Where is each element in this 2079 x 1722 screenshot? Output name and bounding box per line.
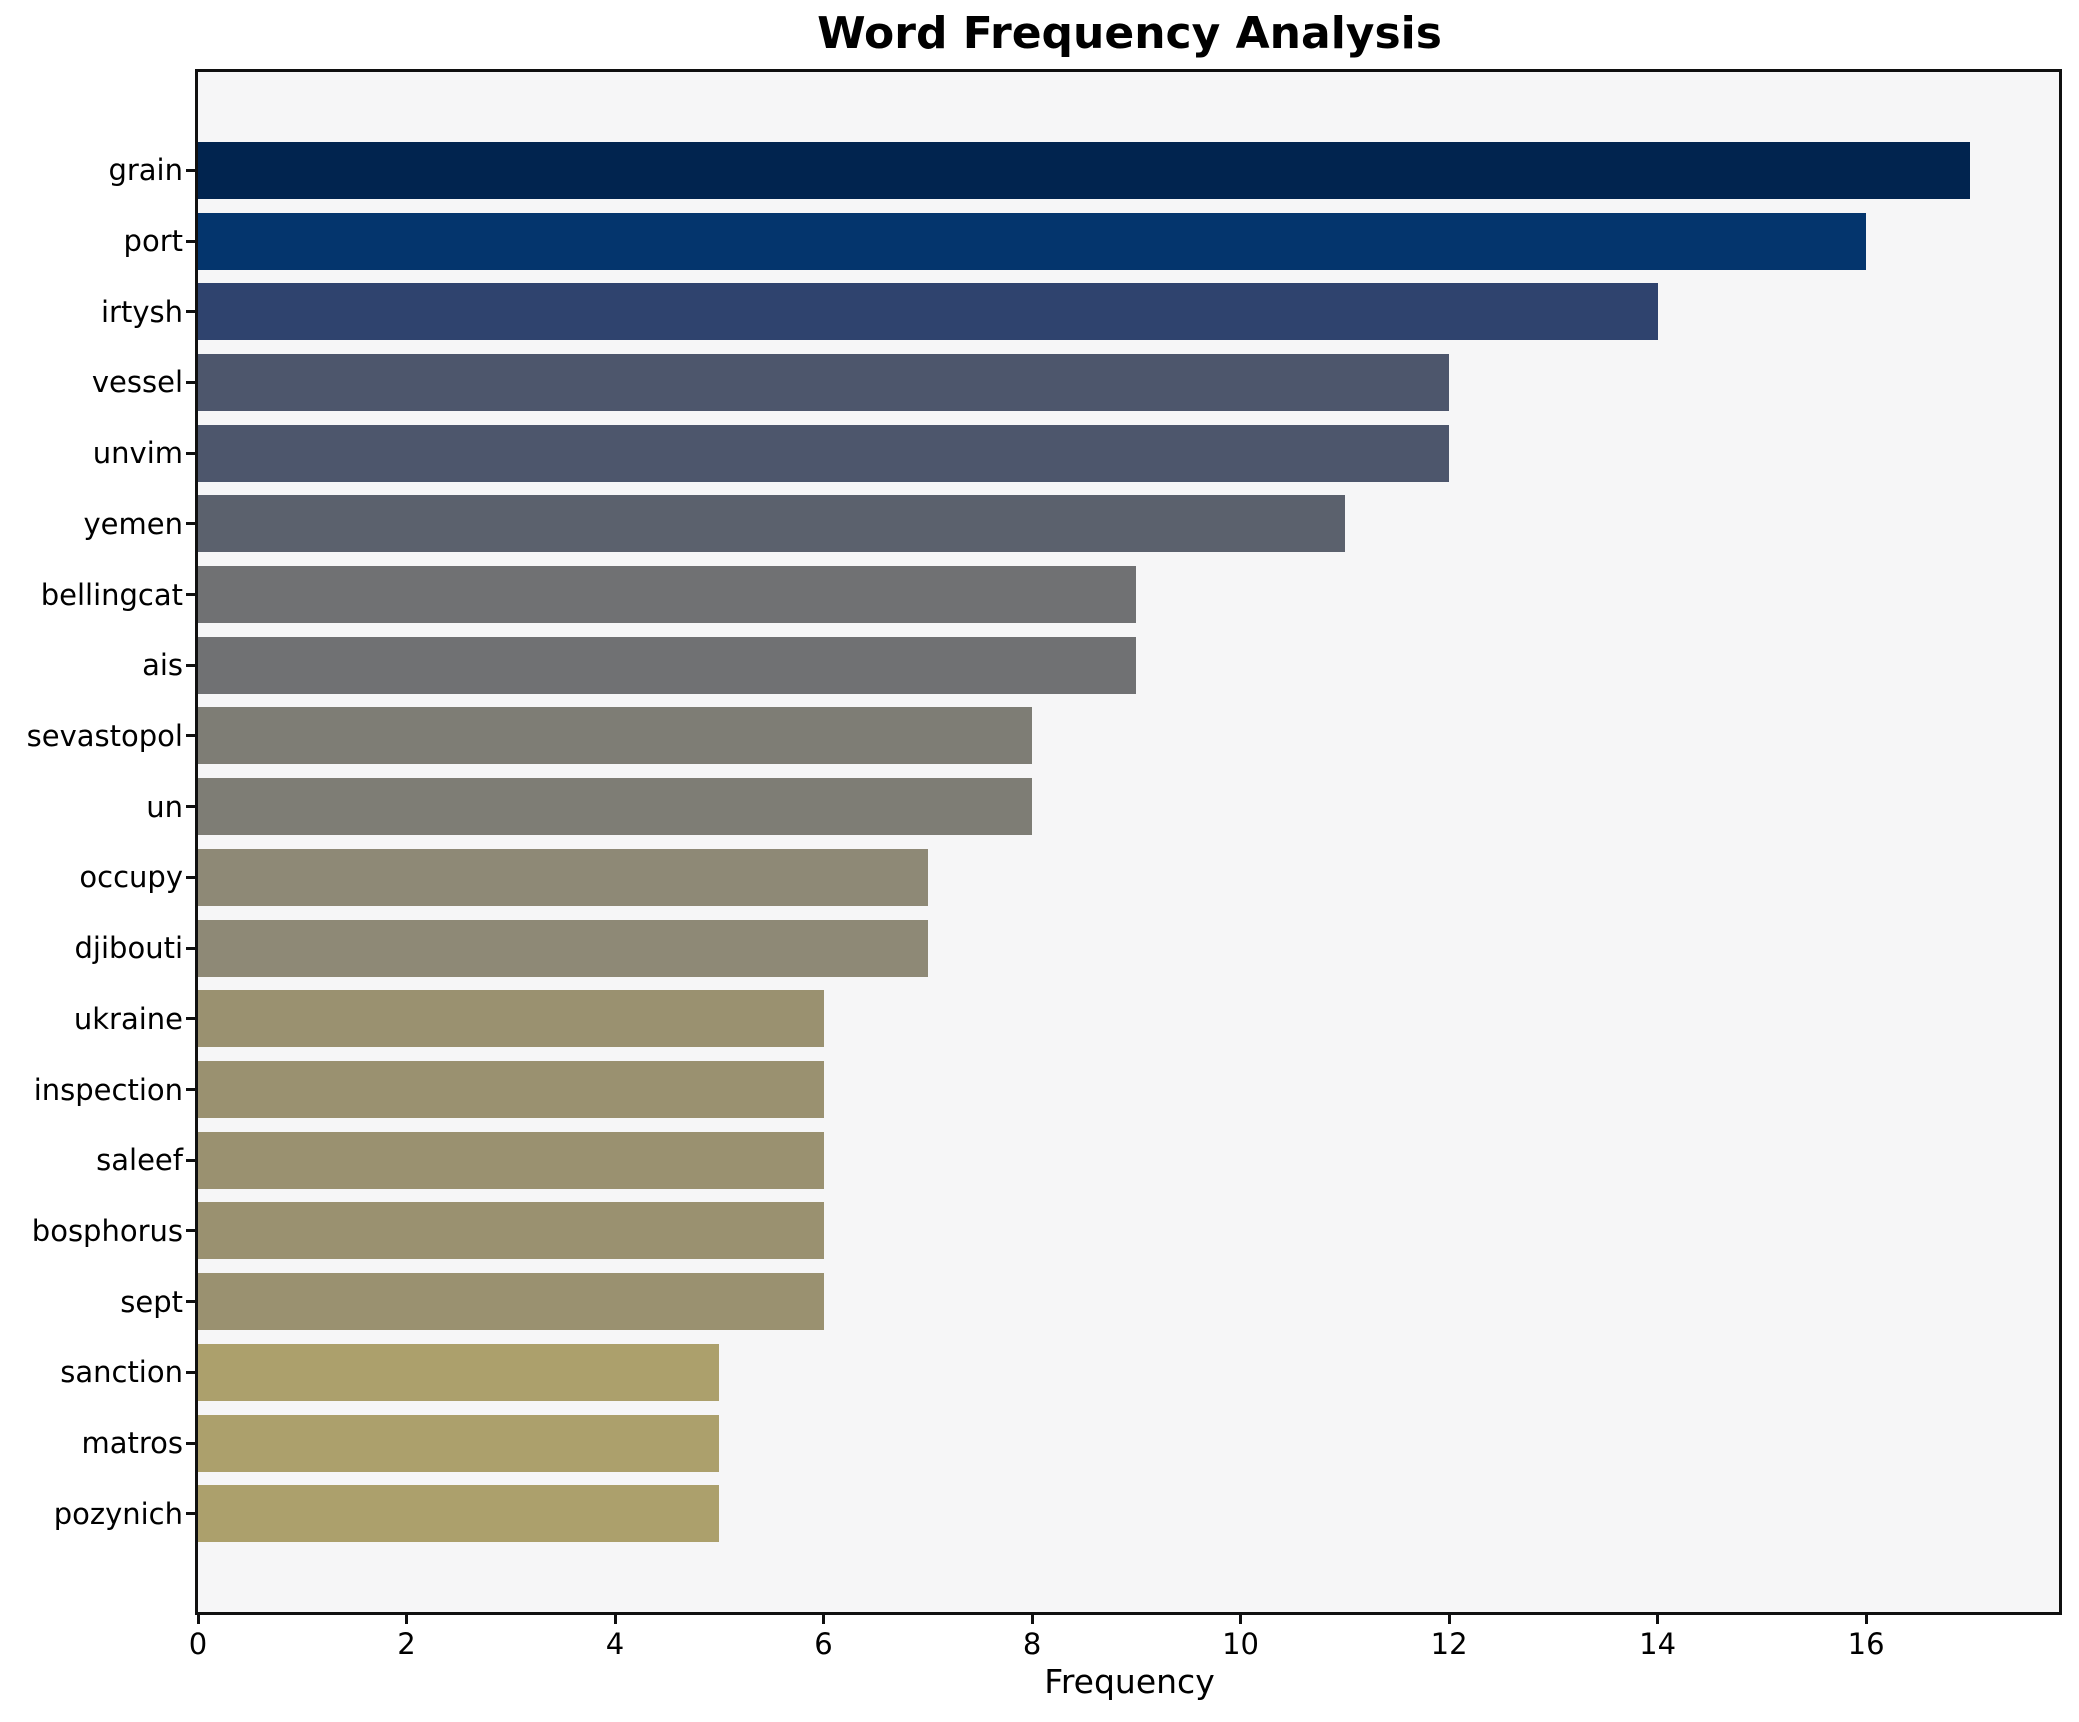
ytick-mark bbox=[186, 451, 195, 455]
bar-yemen bbox=[198, 495, 1345, 553]
bar-inspection bbox=[198, 1061, 824, 1119]
ytick-label-sept: sept bbox=[120, 1284, 183, 1319]
bar-djibouti bbox=[198, 919, 928, 977]
chart-title: Word Frequency Analysis bbox=[817, 8, 1442, 59]
xtick-label-8: 8 bbox=[1022, 1627, 1042, 1661]
ytick-mark bbox=[186, 1017, 195, 1021]
bar-sept bbox=[198, 1273, 824, 1331]
ytick-label-grain: grain bbox=[108, 153, 183, 188]
ytick-label-bosphorus: bosphorus bbox=[31, 1213, 183, 1248]
xtick-label-16: 16 bbox=[1847, 1627, 1885, 1661]
ytick-mark bbox=[186, 805, 195, 809]
xtick-mark bbox=[1447, 1615, 1451, 1624]
bar-un bbox=[198, 778, 1033, 836]
ytick-mark bbox=[186, 1370, 195, 1374]
bar-pozynich bbox=[198, 1485, 720, 1543]
bar-bellingcat bbox=[198, 566, 1137, 624]
ytick-mark bbox=[186, 522, 195, 526]
ytick-label-unvim: unvim bbox=[92, 436, 183, 471]
bar-vessel bbox=[198, 353, 1450, 411]
xtick-mark bbox=[822, 1615, 826, 1624]
xtick-label-6: 6 bbox=[814, 1627, 833, 1661]
ytick-mark bbox=[186, 1512, 195, 1516]
xtick-mark bbox=[1030, 1615, 1034, 1624]
ytick-label-saleef: saleef bbox=[96, 1143, 183, 1178]
x-axis-title: Frequency bbox=[1044, 1662, 1215, 1701]
bar-sanction bbox=[198, 1343, 720, 1401]
ytick-label-djibouti: djibouti bbox=[74, 931, 183, 966]
ytick-label-yemen: yemen bbox=[83, 506, 183, 541]
ytick-mark bbox=[186, 1088, 195, 1092]
bar-occupy bbox=[198, 848, 928, 906]
bar-matros bbox=[198, 1414, 720, 1472]
ytick-mark bbox=[186, 310, 195, 314]
bar-port bbox=[198, 212, 1867, 270]
xtick-mark bbox=[196, 1615, 200, 1624]
bar-irtysh bbox=[198, 283, 1658, 341]
ytick-label-un: un bbox=[146, 789, 183, 824]
ytick-label-ais: ais bbox=[142, 648, 183, 683]
plot-area bbox=[195, 69, 2062, 1615]
xtick-mark bbox=[405, 1615, 408, 1624]
ytick-label-bellingcat: bellingcat bbox=[40, 577, 183, 612]
ytick-mark bbox=[186, 663, 195, 667]
xtick-label-0: 0 bbox=[188, 1627, 208, 1661]
bar-ukraine bbox=[198, 990, 824, 1048]
ytick-mark bbox=[186, 239, 195, 243]
ytick-mark bbox=[186, 1158, 195, 1162]
ytick-label-ukraine: ukraine bbox=[73, 1001, 183, 1036]
xtick-mark bbox=[1239, 1615, 1243, 1624]
xtick-label-14: 14 bbox=[1639, 1627, 1677, 1661]
bar-bosphorus bbox=[198, 1202, 824, 1260]
ytick-mark bbox=[186, 593, 195, 597]
ytick-mark bbox=[186, 1229, 195, 1233]
xtick-label-2: 2 bbox=[397, 1627, 416, 1661]
ytick-mark bbox=[186, 875, 195, 879]
ytick-mark bbox=[186, 380, 195, 384]
ytick-label-occupy: occupy bbox=[79, 860, 183, 895]
ytick-mark bbox=[186, 168, 195, 172]
bar-grain bbox=[198, 141, 1971, 199]
ytick-label-vessel: vessel bbox=[91, 365, 183, 400]
ytick-label-irtysh: irtysh bbox=[100, 294, 183, 329]
ytick-mark bbox=[186, 1300, 195, 1304]
xtick-mark bbox=[1864, 1615, 1868, 1624]
xtick-label-12: 12 bbox=[1430, 1627, 1468, 1661]
bar-sevastopol bbox=[198, 707, 1033, 765]
ytick-mark bbox=[186, 946, 195, 950]
xtick-label-4: 4 bbox=[605, 1627, 625, 1661]
xtick-mark bbox=[1656, 1615, 1660, 1624]
bar-ais bbox=[198, 636, 1137, 694]
ytick-label-inspection: inspection bbox=[33, 1072, 183, 1107]
bar-unvim bbox=[198, 424, 1450, 482]
ytick-label-matros: matros bbox=[81, 1426, 183, 1461]
ytick-mark bbox=[186, 1441, 195, 1445]
ytick-mark bbox=[186, 734, 195, 738]
ytick-label-sanction: sanction bbox=[60, 1355, 183, 1390]
bar-saleef bbox=[198, 1131, 824, 1189]
ytick-label-sevastopol: sevastopol bbox=[26, 718, 183, 753]
xtick-mark bbox=[613, 1615, 617, 1624]
ytick-label-port: port bbox=[123, 224, 183, 258]
xtick-label-10: 10 bbox=[1222, 1627, 1260, 1661]
ytick-label-pozynich: pozynich bbox=[53, 1496, 183, 1531]
